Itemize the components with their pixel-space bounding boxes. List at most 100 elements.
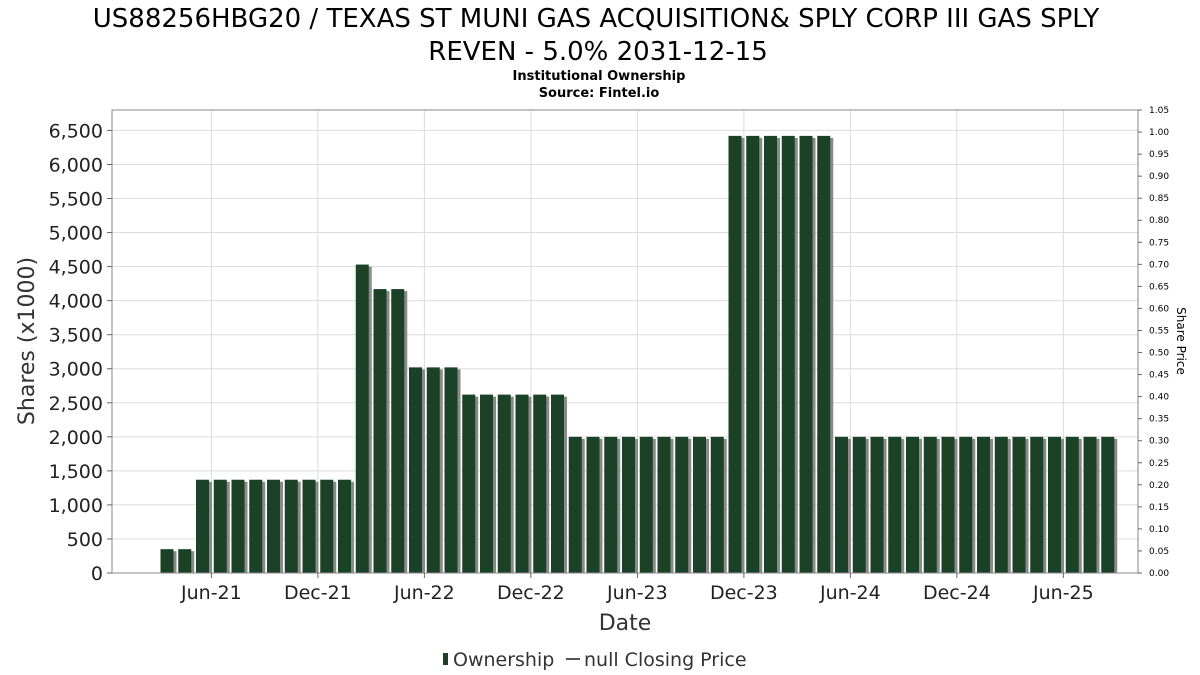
bar-21 <box>533 394 547 573</box>
bar-3 <box>213 479 227 573</box>
right-tick-label-9: 0.45 <box>1149 371 1169 381</box>
bar-36 <box>799 135 813 573</box>
right-tick-label-16: 0.80 <box>1149 216 1169 226</box>
bar-45 <box>959 436 973 573</box>
right-tick-label-12: 0.60 <box>1149 304 1169 314</box>
bar-5 <box>249 479 263 573</box>
bar-31 <box>710 436 724 573</box>
bar-27 <box>639 436 653 573</box>
bar-8 <box>302 479 316 573</box>
bar-46 <box>977 436 990 573</box>
left-tick-label-0: 0 <box>91 563 103 585</box>
bar-38 <box>835 436 848 573</box>
x-axis-ticks: Jun-21 Dec-21 Jun-22 Dec-22 Jun-23 Dec-23 Jun-… <box>180 573 1094 604</box>
right-tick-label-21: 1.05 <box>1149 106 1169 116</box>
left-tick-label-7: 3,500 <box>49 325 103 347</box>
bar-6 <box>267 479 280 573</box>
bar-9 <box>320 479 334 573</box>
left-tick-label-3: 1,500 <box>49 461 103 483</box>
bar-0 <box>160 549 174 573</box>
right-tick-label-1: 0.05 <box>1149 547 1169 557</box>
chart-title-line-2: REVEN - 5.0% 2031-12-15 <box>428 37 768 67</box>
right-tick-label-10: 0.50 <box>1149 349 1169 359</box>
x-tick-label-6: Jun-24 <box>819 582 881 604</box>
right-tick-label-7: 0.35 <box>1149 415 1169 425</box>
left-tick-label-12: 6,000 <box>49 154 103 176</box>
left-tick-label-2: 1,000 <box>49 495 103 517</box>
left-tick-label-9: 4,500 <box>49 257 103 279</box>
bar-17 <box>462 394 476 573</box>
left-tick-label-5: 2,500 <box>49 393 103 415</box>
bar-4 <box>231 479 245 573</box>
bar-23 <box>568 436 582 573</box>
bar-33 <box>746 135 760 573</box>
x-tick-label-8: Jun-25 <box>1032 582 1094 604</box>
chart-title-line-1: US88256HBG20 / TEXAS ST MUNI GAS ACQUISI… <box>93 4 1100 34</box>
right-tick-label-14: 0.70 <box>1149 260 1169 270</box>
left-tick-label-4: 2,000 <box>49 427 103 449</box>
chart-subtitle-line-2: Source: Fintel.io <box>539 86 660 101</box>
right-tick-label-6: 0.30 <box>1149 437 1169 447</box>
left-tick-label-6: 3,000 <box>49 359 103 381</box>
bar-50 <box>1048 436 1061 573</box>
bar-12 <box>373 289 387 573</box>
bar-41 <box>888 436 902 573</box>
left-tick-label-10: 5,000 <box>49 223 103 245</box>
bar-30 <box>693 436 706 573</box>
right-tick-label-2: 0.10 <box>1149 525 1169 535</box>
bar-42 <box>906 436 919 573</box>
x-axis-label: Date <box>599 611 652 636</box>
right-axis-ticks: 0.00 0.05 0.10 0.15 0.20 0.25 0.30 0.35 0.40 0.45… <box>1138 106 1169 579</box>
bar-22 <box>551 394 564 573</box>
ownership-bars <box>160 135 1118 573</box>
bar-51 <box>1065 436 1079 573</box>
y-axis-label: Shares (x1000) <box>15 257 40 425</box>
bar-43 <box>923 436 937 573</box>
bar-37 <box>817 135 831 573</box>
x-tick-label-3: Dec-22 <box>497 582 565 604</box>
bar-14 <box>409 367 422 573</box>
legend: Ownership null Closing Price <box>443 649 747 671</box>
left-axis-ticks: 0 500 1,000 1,500 2,000 2,500 3,000 3,500 4,000 4… <box>49 120 112 585</box>
bar-49 <box>1030 436 1044 573</box>
bar-7 <box>284 479 298 573</box>
right-tick-label-4: 0.20 <box>1149 481 1169 491</box>
left-tick-label-13: 6,500 <box>49 120 103 142</box>
bar-1 <box>178 549 192 573</box>
bar-48 <box>1012 436 1026 573</box>
bar-18 <box>480 394 493 573</box>
right-tick-label-13: 0.65 <box>1149 282 1169 292</box>
bar-2 <box>196 479 209 573</box>
bar-28 <box>657 436 671 573</box>
legend-ownership-label: Ownership <box>453 649 554 671</box>
legend-ownership-swatch <box>443 653 448 665</box>
left-tick-label-11: 5,500 <box>49 189 103 211</box>
bar-13 <box>391 289 405 573</box>
bar-24 <box>586 436 600 573</box>
x-tick-label-1: Dec-21 <box>284 582 352 604</box>
right-tick-label-8: 0.40 <box>1149 393 1169 403</box>
bar-40 <box>870 436 884 573</box>
bar-32 <box>728 135 742 573</box>
bar-34 <box>764 135 777 573</box>
bar-26 <box>622 436 635 573</box>
right-tick-label-20: 1.00 <box>1149 128 1169 138</box>
x-tick-label-2: Jun-22 <box>393 582 455 604</box>
y-axis-right-label: Share Price <box>1174 307 1188 375</box>
left-tick-label-1: 500 <box>67 529 103 551</box>
bar-47 <box>994 436 1008 573</box>
right-tick-label-19: 0.95 <box>1149 150 1169 160</box>
bar-52 <box>1083 436 1097 573</box>
plot-area <box>111 109 1139 574</box>
x-tick-label-4: Jun-23 <box>606 582 668 604</box>
chart-subtitle-line-1: Institutional Ownership <box>513 69 686 84</box>
right-tick-label-3: 0.15 <box>1149 503 1169 513</box>
bar-11 <box>355 264 369 573</box>
bar-15 <box>426 367 440 573</box>
bar-10 <box>338 479 351 573</box>
right-tick-label-5: 0.25 <box>1149 459 1169 469</box>
left-tick-label-8: 4,000 <box>49 291 103 313</box>
x-tick-label-7: Dec-24 <box>923 582 991 604</box>
bar-53 <box>1101 436 1115 573</box>
